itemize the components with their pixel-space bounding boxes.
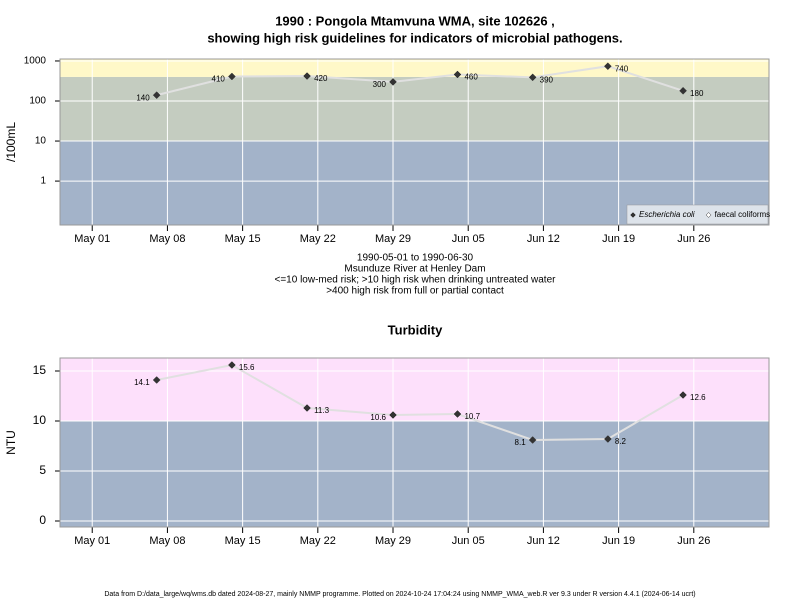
- x-tick-label: May 08: [149, 233, 185, 245]
- value-label: 10.7: [464, 412, 480, 421]
- value-label: 10.6: [370, 413, 386, 422]
- chart-title: Turbidity: [388, 322, 443, 337]
- data-point: [228, 72, 236, 81]
- x-tick-label: Jun 19: [602, 233, 635, 245]
- value-label: 15.6: [239, 363, 255, 372]
- y-axis-label: NTU: [4, 430, 18, 455]
- legend-marker: [630, 212, 636, 218]
- x-tick-label: May 15: [225, 233, 261, 245]
- x-tick-label: May 01: [74, 233, 110, 245]
- value-label: 12.6: [690, 393, 706, 402]
- x-tick-label: May 15: [225, 535, 261, 547]
- value-label: 11.3: [314, 406, 330, 415]
- chart-note: <=10 low-med risk; >10 high risk when dr…: [275, 275, 557, 286]
- risk-band: [60, 421, 769, 527]
- risk-band: [60, 59, 769, 77]
- data-point: [152, 376, 161, 384]
- value-label: 410: [212, 75, 226, 84]
- value-label: 300: [373, 80, 387, 89]
- data-point: [604, 435, 612, 443]
- value-label: 140: [136, 93, 150, 102]
- chart-note: Msunduze River at Henley Dam: [344, 264, 485, 275]
- value-label: 390: [540, 75, 554, 84]
- data-point: [453, 70, 462, 79]
- risk-band: [60, 76, 769, 142]
- x-tick-label: Jun 26: [677, 233, 710, 245]
- y-tick-label: 15: [33, 363, 47, 377]
- data-point: [303, 72, 311, 80]
- series-line: [156, 363, 684, 442]
- value-label: 740: [615, 64, 629, 73]
- y-tick-label: 100: [29, 96, 46, 107]
- chart-title: showing high risk guidelines for indicat…: [207, 30, 622, 45]
- value-label: 420: [314, 74, 328, 83]
- x-tick-label: Jun 12: [527, 233, 560, 245]
- chart-note: >400 high risk from full or partial cont…: [326, 286, 504, 297]
- data-point: [679, 86, 687, 95]
- value-label: 8.2: [615, 437, 627, 446]
- data-point: [528, 436, 537, 444]
- value-label: 180: [690, 89, 704, 98]
- data-point: [679, 391, 687, 399]
- legend-box: [626, 204, 769, 225]
- x-tick-label: Jun 19: [602, 535, 635, 547]
- x-tick-label: Jun 26: [677, 535, 710, 547]
- data-point: [389, 78, 397, 86]
- plot-frame: [59, 357, 770, 528]
- y-tick-label: 1: [40, 176, 46, 187]
- x-tick-label: Jun 05: [452, 535, 485, 547]
- x-tick-label: May 08: [149, 535, 185, 547]
- data-point: [389, 411, 397, 419]
- footer: Data from D:/data_large/wq/wms.db dated …: [104, 591, 695, 598]
- y-tick-label: 10: [33, 413, 47, 427]
- legend-label: faecal coliforms: [715, 210, 771, 219]
- value-label: 8.1: [515, 438, 527, 447]
- y-tick-label: 10: [35, 136, 47, 147]
- y-tick-label: 0: [39, 513, 46, 527]
- x-tick-label: May 22: [300, 535, 336, 547]
- chart-note: 1990-05-01 to 1990-06-30: [357, 253, 474, 264]
- value-label: 14.1: [134, 378, 150, 387]
- data-point: [528, 73, 537, 82]
- series-line: [156, 65, 684, 97]
- value-label: 460: [464, 73, 478, 82]
- data-point: [152, 91, 161, 100]
- plot-frame: [59, 58, 770, 226]
- x-tick-label: May 01: [74, 535, 110, 547]
- x-tick-label: May 29: [375, 233, 411, 245]
- legend-label: Escherichia coli: [639, 210, 695, 219]
- risk-band: [60, 358, 769, 421]
- data-point: [228, 361, 236, 369]
- y-axis-label: /100mL: [4, 122, 18, 162]
- data-point: [453, 410, 462, 418]
- legend-marker: [705, 212, 712, 218]
- x-tick-label: May 29: [375, 535, 411, 547]
- x-tick-label: Jun 12: [527, 535, 560, 547]
- data-point: [604, 62, 612, 71]
- x-tick-label: May 22: [300, 233, 336, 245]
- x-tick-label: Jun 05: [452, 233, 485, 245]
- data-point: [303, 404, 311, 412]
- y-tick-label: 5: [39, 463, 46, 477]
- chart-title: 1990 : Pongola Mtamvuna WMA, site 102626…: [275, 13, 555, 28]
- y-tick-label: 1000: [24, 56, 47, 67]
